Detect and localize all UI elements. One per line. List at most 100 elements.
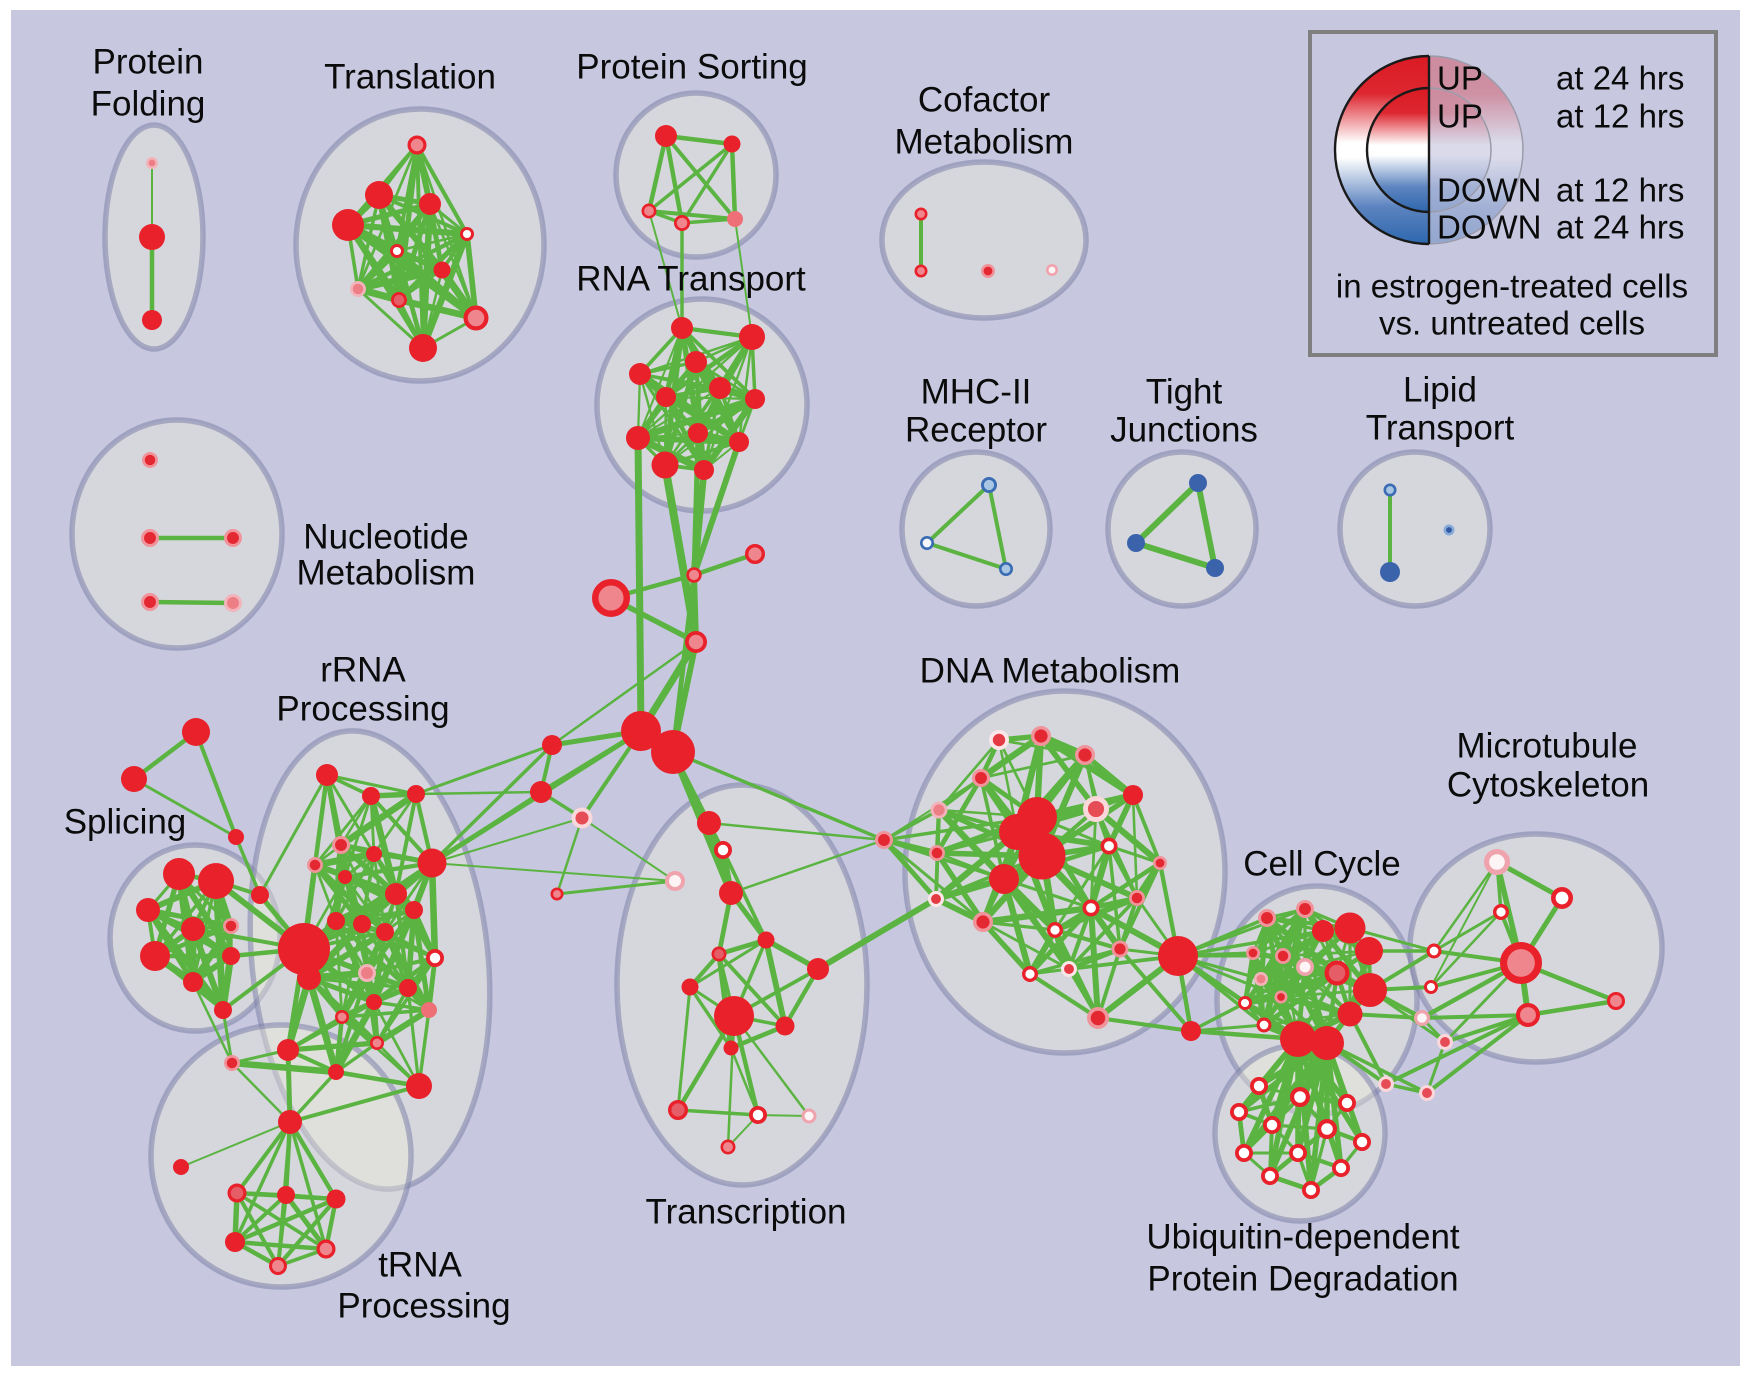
edge-translation-mesh <box>354 247 401 293</box>
edge-translation-mesh <box>414 142 470 237</box>
edge-PS4-PS5 <box>680 217 737 225</box>
node-RT11 <box>651 451 679 479</box>
edge-dna-mesh <box>981 920 1071 971</box>
node-MH2 <box>920 536 935 551</box>
edge-R10-TR3 <box>431 862 676 882</box>
edge-TJ2-TJ3 <box>1133 540 1218 571</box>
edge-cc-to-ubiquitin-2 <box>1236 1040 1330 1115</box>
node-U10 <box>1332 1159 1351 1178</box>
node-R15 <box>426 949 445 968</box>
node-L2 <box>530 781 552 803</box>
edge-R23-SP8 <box>191 980 234 1065</box>
cluster-label-ubiquitin-degradation-line1: Ubiquitin-dependent <box>1146 1218 1460 1257</box>
legend-direction-label-3: DOWN <box>1437 172 1541 209</box>
legend-rings-left <box>1333 54 1429 246</box>
edge-translation-mesh <box>344 221 471 238</box>
edge-rrna-mesh <box>373 1006 433 1047</box>
edge-dna-mesh <box>979 904 1095 926</box>
cluster-label-nucleotide-metabolism-line1: Nucleotide <box>303 518 468 557</box>
node-D21 <box>1111 940 1129 958</box>
node-T9 <box>390 291 407 308</box>
cluster-ellipse-nucleotide-metabolism <box>69 417 285 651</box>
node-P5t <box>316 1239 336 1259</box>
edge-R4-L1 <box>414 743 554 796</box>
node-D18 <box>973 912 994 933</box>
node-TR15 <box>720 1139 736 1155</box>
node-C16 <box>1280 1021 1316 1057</box>
cluster-ellipse-microtubule-cytoskeleton <box>1407 831 1665 1065</box>
edge-rrna-mesh <box>370 906 418 1006</box>
cluster-label-tight-junctions-line2: Junctions <box>1110 411 1258 450</box>
node-TR7 <box>807 958 829 980</box>
legend-rings-right-outline <box>1429 55 1524 245</box>
cluster-label-protein-sorting: Protein Sorting <box>576 48 808 87</box>
edge-rrna-mesh <box>369 794 434 865</box>
node-SN <box>550 887 564 901</box>
node-M9 <box>1607 992 1626 1011</box>
node-TR2 <box>714 841 733 860</box>
node-M5 <box>1499 942 1542 985</box>
node-R22 <box>277 1039 299 1061</box>
node-NM1 <box>142 451 159 468</box>
edge-dna-mesh <box>1096 947 1122 1020</box>
node-T6 <box>390 244 405 259</box>
edge-W2-M3 <box>1429 910 1503 989</box>
edge-transcription-mesh <box>717 952 787 1028</box>
node-R5 <box>331 836 350 855</box>
edge-dna-mesh <box>1107 844 1139 900</box>
node-D8 <box>1123 785 1143 805</box>
node-SP8 <box>183 972 203 992</box>
edge-J1-J2 <box>691 572 699 645</box>
node-T3 <box>419 193 441 215</box>
legend-inner-ring-left <box>1365 86 1429 214</box>
edge-RT10-J1 <box>691 439 742 578</box>
node-TR5 <box>757 931 775 949</box>
legend-direction-label-4: DOWN <box>1437 209 1541 246</box>
node-NM4 <box>140 593 159 612</box>
legend-direction-label-2: UP <box>1437 98 1483 135</box>
edge-dna-mesh <box>979 776 1006 881</box>
edge-rrna-mesh <box>372 1000 431 1012</box>
node-RT3 <box>685 351 707 373</box>
node-SP2 <box>198 863 234 899</box>
legend-note-line1: in estrogen-treated cells <box>1336 268 1688 305</box>
node-PS2 <box>723 135 741 153</box>
edge-D26-C15 <box>1189 1023 1266 1033</box>
cluster-label-lipid-transport-line1: Lipid <box>1403 371 1477 410</box>
edge-cc-to-ubiquitin-1 <box>1241 1036 1301 1156</box>
node-MH1 <box>981 477 998 494</box>
edge-TR8-TR12 <box>676 985 692 1112</box>
node-C5 <box>1355 937 1383 965</box>
node-U1 <box>1250 1077 1269 1096</box>
edge-C14-W5 <box>1348 1012 1388 1086</box>
edge-D6-D13 <box>882 838 1006 881</box>
cluster-label-nucleotide-metabolism-line2: Metabolism <box>297 554 476 593</box>
cluster-label-rna-transport: RNA Transport <box>576 260 806 299</box>
edge-dna-mesh <box>1000 875 1073 973</box>
node-D20 <box>1047 921 1064 938</box>
edge-dna-mesh <box>1082 752 1136 798</box>
edge-rrna-mesh <box>360 922 410 990</box>
edge-TR7-D17 <box>815 896 939 972</box>
node-LT1 <box>1383 483 1397 497</box>
node-D1 <box>989 730 1010 751</box>
node-R6 <box>306 856 323 873</box>
edge-dna-mesh <box>980 919 1033 977</box>
edge-rrna-mesh <box>313 794 373 867</box>
edge-W1-M1 <box>1432 860 1499 953</box>
edge-transcription-mesh <box>763 937 788 1029</box>
node-RT2 <box>739 324 765 350</box>
legend-note-line2: vs. untreated cells <box>1379 305 1645 342</box>
node-C10 <box>1254 971 1269 986</box>
cluster-label-trna-processing-line1: tRNA <box>378 1246 462 1285</box>
node-R2 <box>316 764 338 786</box>
edge-TH-P5t <box>288 1120 328 1251</box>
node-CM1 <box>914 207 928 221</box>
edge-PS3-PS5 <box>647 209 737 221</box>
edge-dna-mesh <box>1131 793 1162 865</box>
edge-D22-C2 <box>1176 907 1307 958</box>
cluster-label-dna-metabolism: DNA Metabolism <box>920 652 1181 691</box>
node-R14 <box>405 901 423 919</box>
node-D16 <box>1128 889 1145 906</box>
edge-MH2-MH3 <box>925 541 1008 571</box>
